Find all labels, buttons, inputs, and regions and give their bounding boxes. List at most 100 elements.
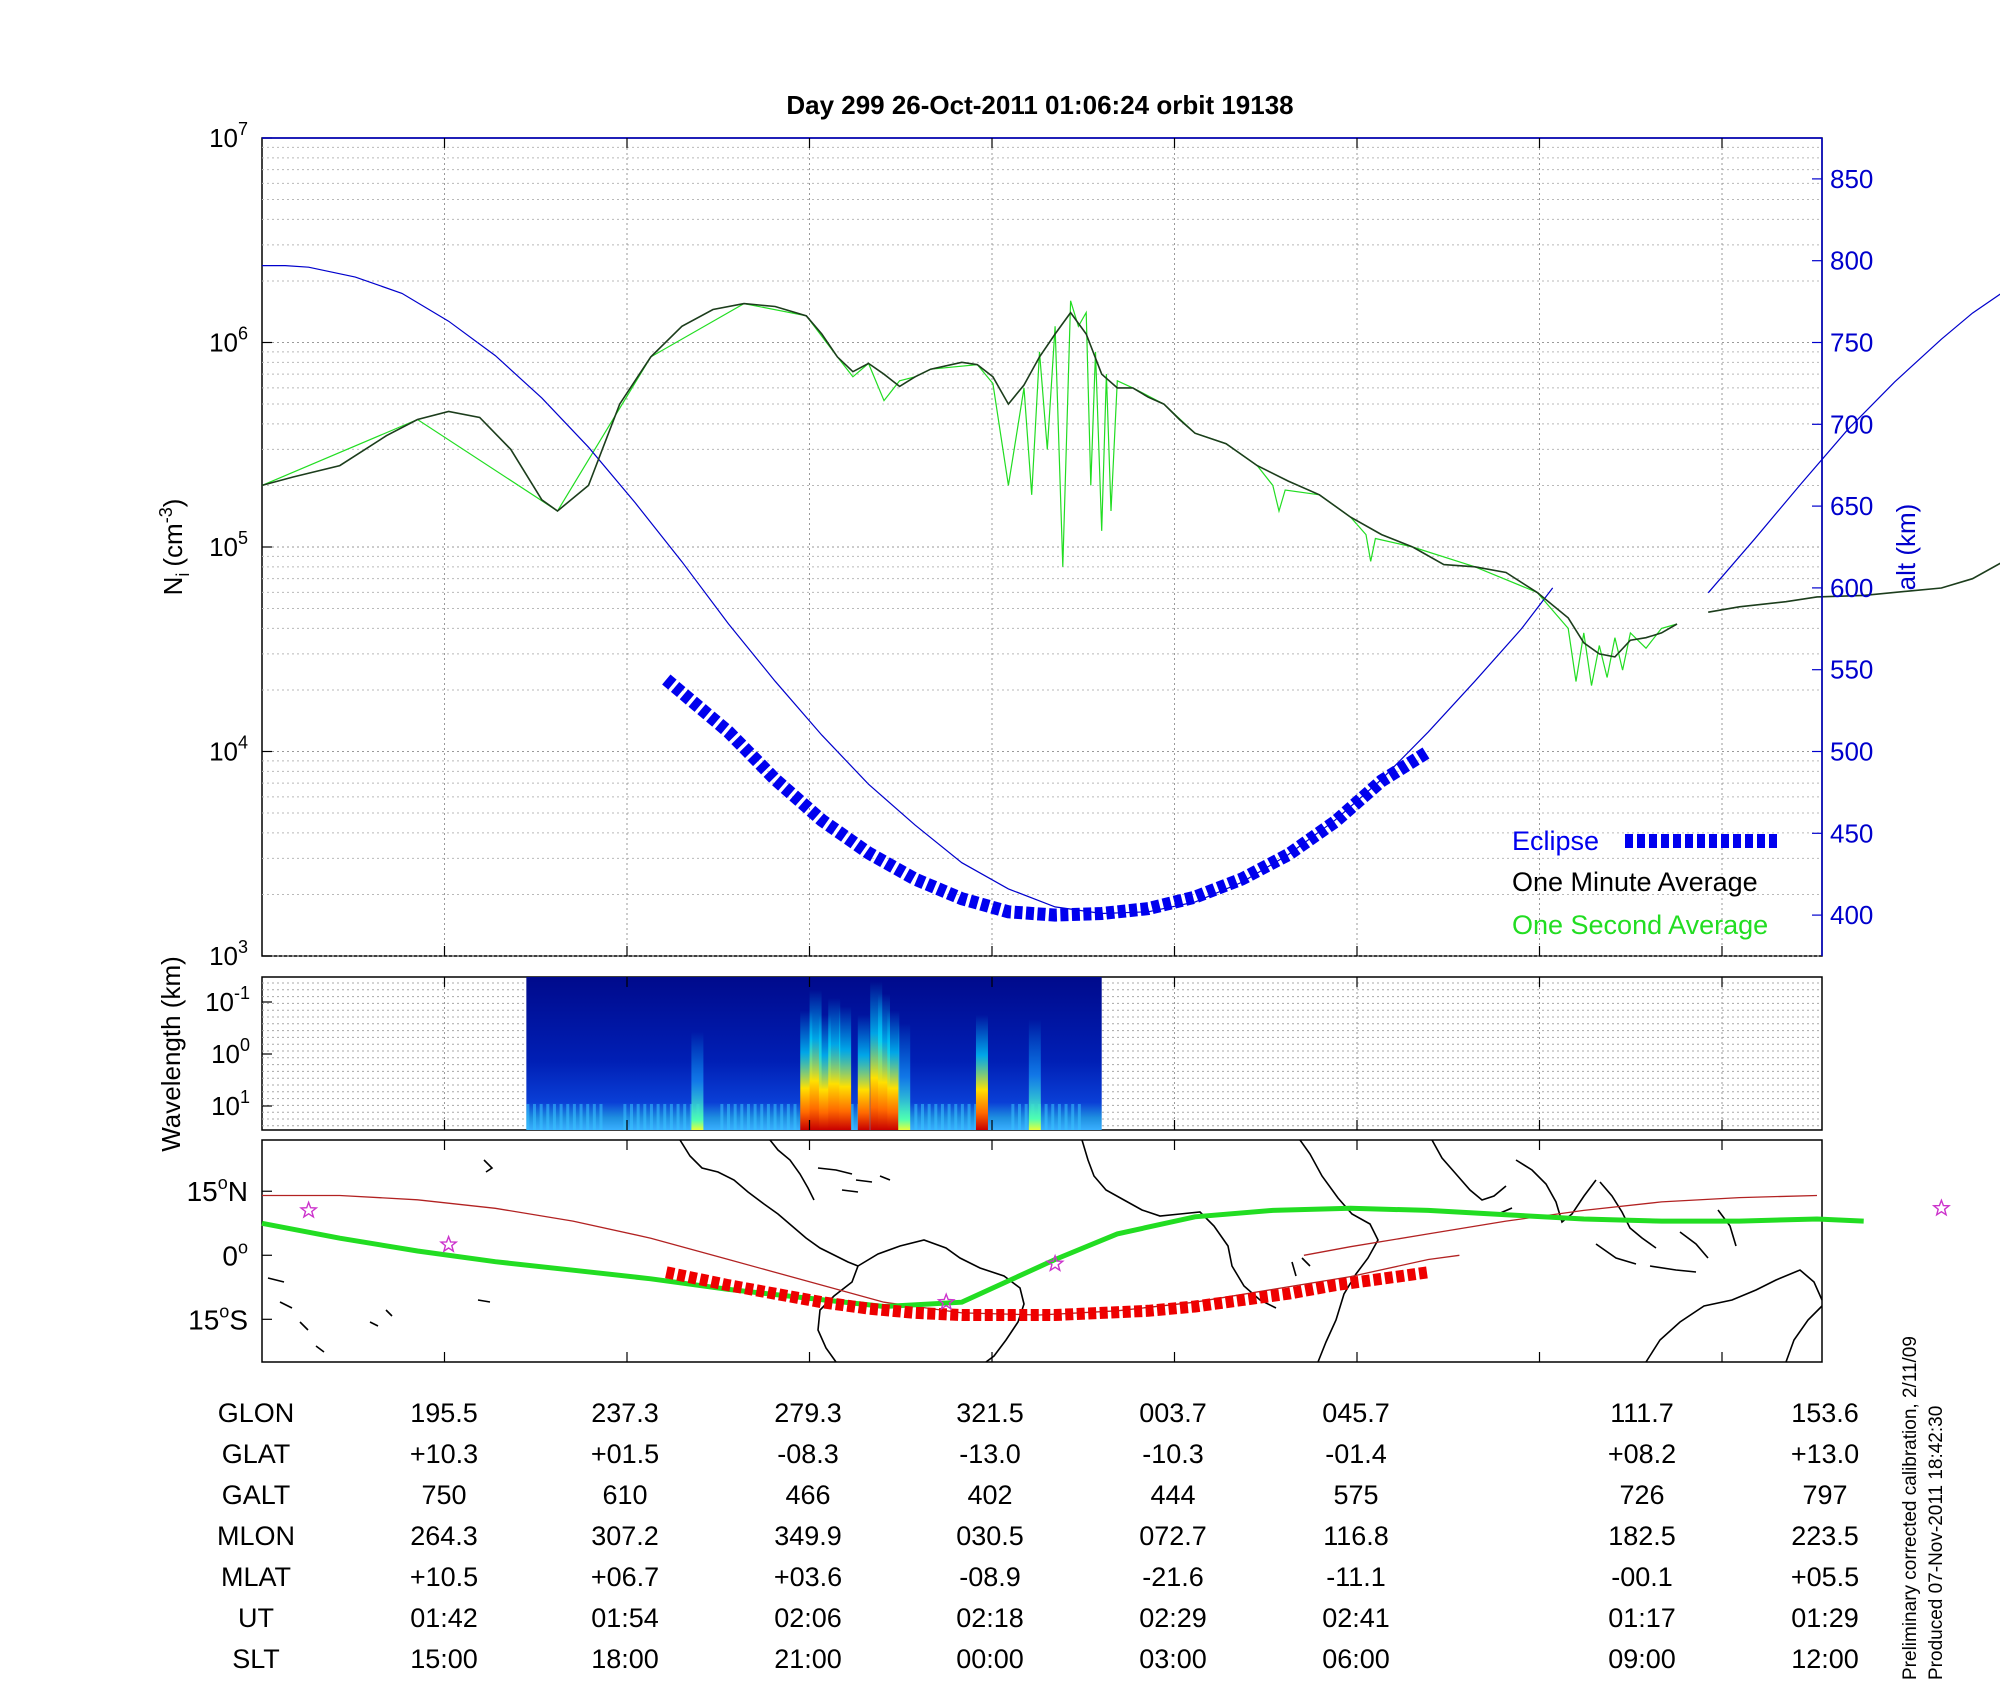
wavelength-y-tick-base: 10: [211, 1039, 240, 1069]
spectrogram-streak: [786, 1104, 790, 1130]
spectrogram-streak: [669, 1104, 673, 1130]
spectrogram-streak: [559, 1104, 563, 1130]
spectrogram-band: [809, 989, 822, 1130]
spectrogram-band: [800, 1010, 813, 1130]
altitude-y-tick-label: 650: [1830, 491, 1873, 521]
spectrogram-streak: [579, 1104, 583, 1130]
table-cell: -13.0: [959, 1439, 1021, 1469]
wavelength-y-tick-label: 100: [211, 1035, 250, 1069]
table-cell: 15:00: [410, 1644, 478, 1674]
spectrogram-streak: [954, 1104, 958, 1130]
map-y-tick-deg: 15: [187, 1176, 218, 1207]
series-altitude: [1707, 293, 2000, 594]
map-y-tick-hemisphere: N: [228, 1176, 248, 1207]
table-cell: 349.9: [774, 1521, 842, 1551]
coast-gulf-of-mexico: [769, 1139, 815, 1201]
wavelength-y-tick-base: 10: [205, 987, 234, 1017]
table-cell: -01.4: [1325, 1439, 1387, 1469]
table-cell: 21:00: [774, 1644, 842, 1674]
altitude-y-tick-label: 850: [1830, 164, 1873, 194]
density-y-tick-exp: 3: [238, 937, 248, 957]
wavelength-y-tick-exp: 0: [240, 1035, 250, 1055]
spectrogram-streak: [586, 1104, 590, 1130]
table-cell: 610: [602, 1480, 647, 1510]
spectrogram-streak: [733, 1104, 737, 1130]
spectrogram-streak: [689, 1104, 693, 1130]
coast-australia: [1645, 1269, 1823, 1363]
table-cell: 466: [785, 1480, 830, 1510]
spectrogram-band: [878, 993, 890, 1130]
magnetic-equator-track: [261, 1205, 1864, 1310]
altitude-y-tick-label: 800: [1830, 246, 1873, 276]
star-marker-icon: [936, 1292, 956, 1311]
spectrogram-band: [691, 1031, 704, 1130]
series-one-minute-average: [261, 302, 1678, 658]
density-y-tick-exp: 7: [238, 119, 248, 139]
shared-x-ticks: [443, 138, 1723, 1362]
spectrogram-streak: [773, 1104, 777, 1130]
table-cell: 09:00: [1608, 1644, 1676, 1674]
table-cell: 797: [1802, 1480, 1847, 1510]
wavelength-axis-label: Wavelength (km): [156, 956, 186, 1152]
density-y-tick-exp: 6: [238, 324, 248, 344]
table-cell: 00:00: [956, 1644, 1024, 1674]
table-cell: +10.5: [410, 1562, 478, 1592]
wavelength-y-tick-base: 10: [211, 1091, 240, 1121]
series-eclipse: [662, 674, 1432, 922]
spectrogram-streak: [780, 1104, 784, 1130]
altitude-y-ticks: 400 450 500 550 600 650 700 750 800 850: [262, 137, 1873, 956]
table-cell: 12:00: [1791, 1644, 1859, 1674]
wavelength-y-tick-exp: 1: [240, 1087, 250, 1107]
table-cell: 02:41: [1322, 1603, 1390, 1633]
map-y-tick-degree-sign: o: [238, 1237, 248, 1257]
coast-new-guinea: [1785, 1305, 1823, 1363]
table-row-header: MLAT: [221, 1562, 291, 1592]
map-y-tick-label: 15oS: [188, 1301, 248, 1335]
series-one-minute-average: [1708, 562, 2000, 613]
spectrogram-streak: [927, 1104, 931, 1130]
table-cell: +06.7: [591, 1562, 659, 1592]
spectrogram-streak: [1064, 1104, 1068, 1130]
coast-africa-west: [1081, 1139, 1277, 1309]
map-y-tick-degree-sign: o: [218, 1173, 228, 1193]
density-y-tick-base: 10: [209, 737, 238, 767]
spectrogram-streak: [643, 1104, 647, 1130]
wavelength-y-tick-label: 10-1: [205, 983, 250, 1017]
altitude-y-tick-label: 400: [1830, 900, 1873, 930]
spectrogram-streak: [599, 1104, 603, 1130]
coast-caribbean-islands: [817, 1167, 891, 1193]
spectrogram-streak: [720, 1104, 724, 1130]
coast-central-america: [679, 1139, 859, 1267]
spectrogram-band: [898, 1023, 911, 1130]
spectrogram-band: [828, 998, 841, 1130]
table-cell: 01:54: [591, 1603, 659, 1633]
density-axis-label-unit-exp: -3: [156, 507, 176, 523]
spectrogram-band: [839, 1006, 852, 1130]
table-cell: +13.0: [1791, 1439, 1859, 1469]
spectrogram-streak: [539, 1104, 543, 1130]
spectrogram-streak: [753, 1104, 757, 1130]
density-axis-label-unit: (cm: [158, 523, 188, 566]
table-cell: +10.3: [410, 1439, 478, 1469]
spectrogram-streak: [934, 1104, 938, 1130]
table-cell: -08.3: [777, 1439, 839, 1469]
altitude-y-tick-label: 500: [1830, 737, 1873, 767]
density-y-tick-base: 10: [209, 328, 238, 358]
table-row-header: GLAT: [222, 1439, 291, 1469]
table-cell: +03.6: [774, 1562, 842, 1592]
map-plot-frame: [261, 1139, 1823, 1363]
map-y-tick-deg: 0: [222, 1240, 238, 1271]
density-axis-label-n: N: [158, 577, 188, 596]
density-y-tick-label: 103: [209, 937, 248, 971]
spectrogram-streak: [1018, 1104, 1021, 1130]
spectrogram-streak: [533, 1104, 536, 1130]
map-tracks: [261, 1194, 1864, 1321]
table-cell: 116.8: [1323, 1521, 1389, 1551]
table-cell: 030.5: [956, 1521, 1024, 1551]
spectrogram-band: [975, 1014, 988, 1130]
spectrogram-streak: [760, 1104, 764, 1130]
wavelength-y-tick-label: 101: [211, 1087, 250, 1121]
density-axis-label-unit-close: ): [158, 499, 188, 508]
